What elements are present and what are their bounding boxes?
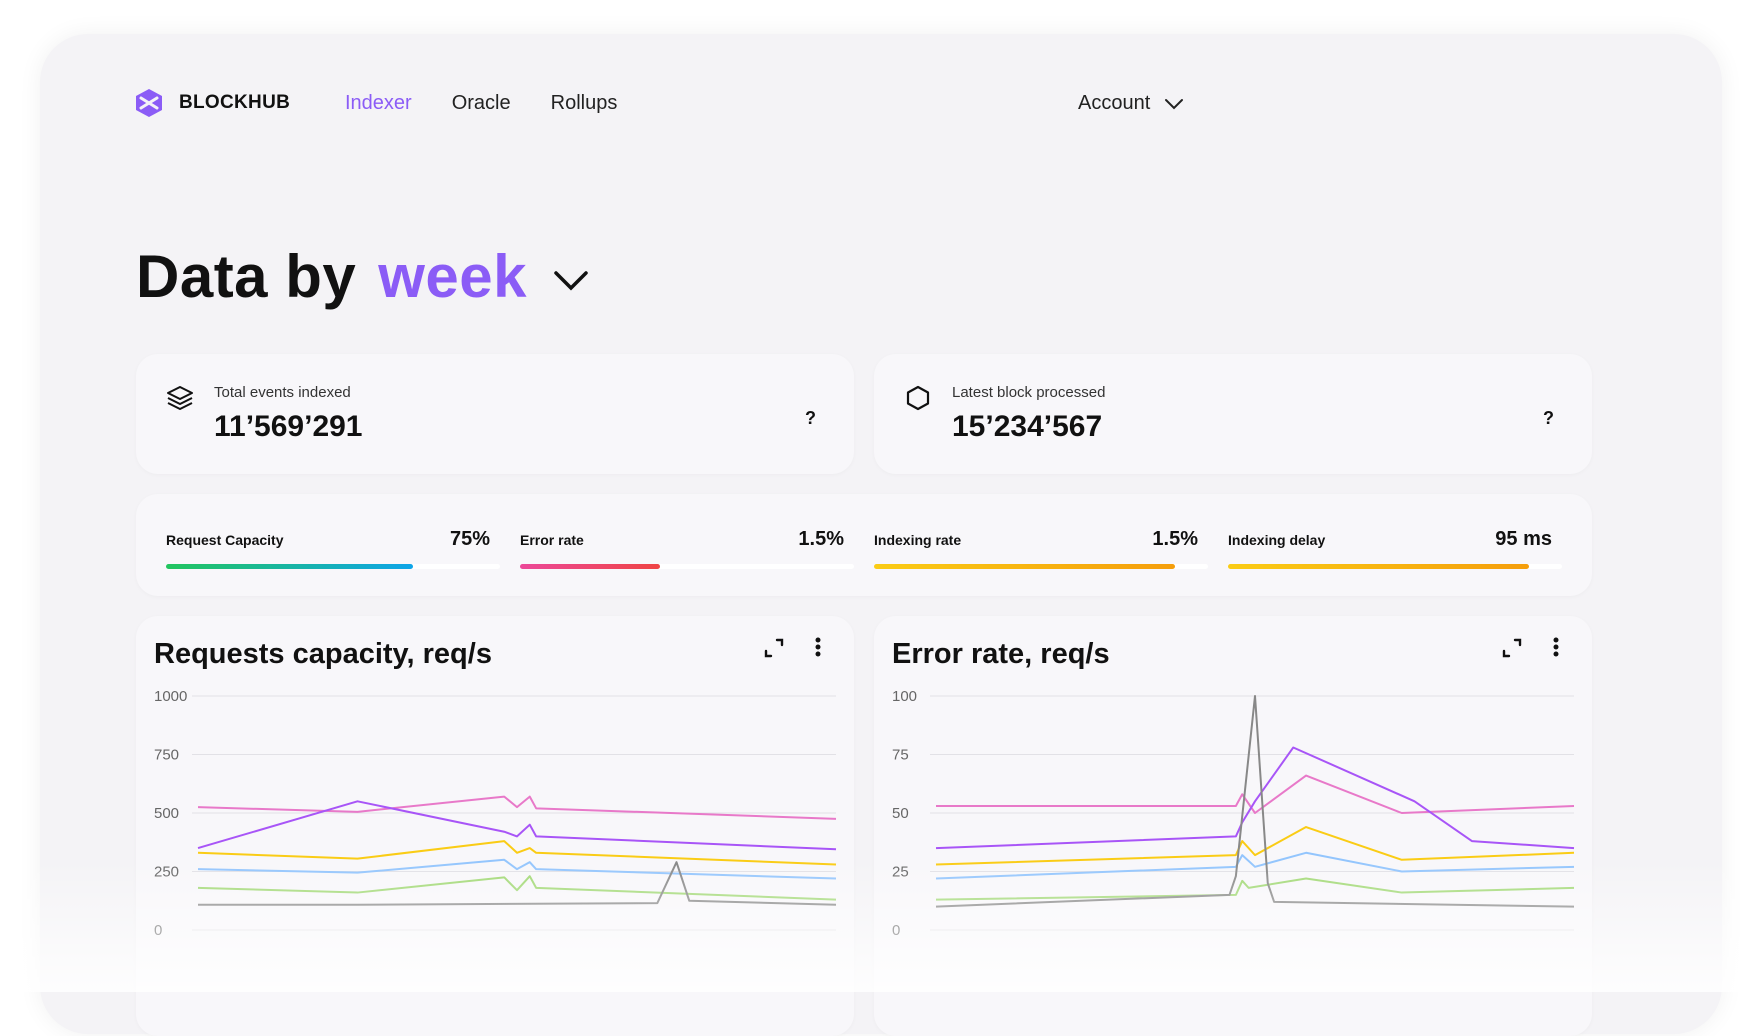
chevron-down-icon <box>1165 98 1184 109</box>
y-tick-label: 500 <box>154 805 179 822</box>
progress-track <box>166 564 500 569</box>
metric-request-capacity: Request Capacity 75% <box>166 494 500 596</box>
y-tick-label: 1000 <box>154 688 187 705</box>
progress-track <box>520 564 854 569</box>
metrics-panel: Request Capacity 75% Error rate 1.5% Ind… <box>136 494 1592 596</box>
series-line <box>935 877 1575 901</box>
line-chart: 100 75 50 25 0 <box>892 688 1575 939</box>
y-tick-label: 0 <box>892 922 900 939</box>
brand-name: BLOCKHUB <box>179 92 291 113</box>
metric-label: Request Capacity <box>166 532 284 548</box>
progress-track <box>1228 564 1562 569</box>
main-nav: Indexer Oracle Rollups <box>345 92 617 115</box>
stat-value: 11’569’291 <box>214 410 363 443</box>
line-chart: 1000 750 500 250 0 <box>154 688 837 939</box>
period-chevron-down-icon[interactable] <box>553 270 589 292</box>
series-line <box>197 800 837 851</box>
metric-value: 75% <box>449 528 490 550</box>
series-line <box>197 858 837 880</box>
series-line <box>197 875 837 901</box>
series-line <box>197 795 837 820</box>
y-tick-label: 750 <box>154 747 179 764</box>
y-tick-label: 250 <box>154 864 179 881</box>
series-line <box>936 774 1575 814</box>
account-menu[interactable]: Account <box>1078 92 1184 115</box>
series-line <box>935 826 1575 866</box>
progress-track <box>874 564 1208 569</box>
more-options-icon[interactable] <box>808 634 828 662</box>
metric-value: 1.5% <box>1152 528 1198 550</box>
help-icon[interactable]: ? <box>805 408 816 428</box>
y-tick-label: 75 <box>892 747 909 764</box>
expand-icon[interactable] <box>760 634 788 662</box>
y-tick-label: 25 <box>892 864 909 881</box>
blockhub-logo-icon <box>136 89 162 117</box>
page-title: Data by week <box>136 242 589 311</box>
metric-value: 1.5% <box>798 528 844 550</box>
nav-item-indexer[interactable]: Indexer <box>345 92 412 114</box>
chart-card-requests-capacity: Requests capacity, req/s 1000 750 500 250 0 <box>136 616 854 1036</box>
series-line <box>935 746 1575 850</box>
y-tick-label: 0 <box>154 922 162 939</box>
chart-title: Requests capacity, req/s <box>154 638 492 670</box>
stat-card-latest-block: Latest block processed 15’234’567 ? <box>874 354 1592 474</box>
nav-item-rollups[interactable]: Rollups <box>550 92 618 114</box>
stat-card-total-events: Total events indexed 11’569’291 ? <box>136 354 854 474</box>
stat-label: Total events indexed <box>214 384 351 401</box>
metric-label: Error rate <box>520 532 584 548</box>
expand-icon[interactable] <box>1498 634 1526 662</box>
period-selector[interactable]: week <box>378 243 528 310</box>
progress-fill <box>520 564 661 569</box>
progress-fill <box>874 564 1175 569</box>
metric-label: Indexing delay <box>1228 532 1326 548</box>
stat-value: 15’234’567 <box>952 410 1103 443</box>
more-options-icon[interactable] <box>1546 634 1566 662</box>
progress-fill <box>1228 564 1529 569</box>
metric-indexing-delay: Indexing delay 95 ms <box>1228 494 1562 596</box>
metric-label: Indexing rate <box>874 532 962 548</box>
chart-card-error-rate: Error rate, req/s 100 75 50 25 0 <box>874 616 1592 1036</box>
stat-label: Latest block processed <box>952 384 1106 401</box>
progress-fill <box>166 564 414 569</box>
metric-error-rate: Error rate 1.5% <box>520 494 854 596</box>
page-title-prefix: Data by <box>136 243 357 310</box>
metric-indexing-rate: Indexing rate 1.5% <box>874 494 1208 596</box>
account-label: Account <box>1078 92 1151 114</box>
layers-icon <box>167 386 193 410</box>
brand-logo[interactable]: BLOCKHUB <box>135 88 290 118</box>
hexagon-icon <box>906 385 930 411</box>
metric-value: 95 ms <box>1495 528 1552 550</box>
nav-item-oracle[interactable]: Oracle <box>451 92 511 114</box>
help-icon[interactable]: ? <box>1543 408 1554 428</box>
y-tick-label: 100 <box>892 688 917 705</box>
y-tick-label: 50 <box>892 805 909 822</box>
series-line <box>197 840 837 866</box>
chart-title: Error rate, req/s <box>892 638 1110 670</box>
